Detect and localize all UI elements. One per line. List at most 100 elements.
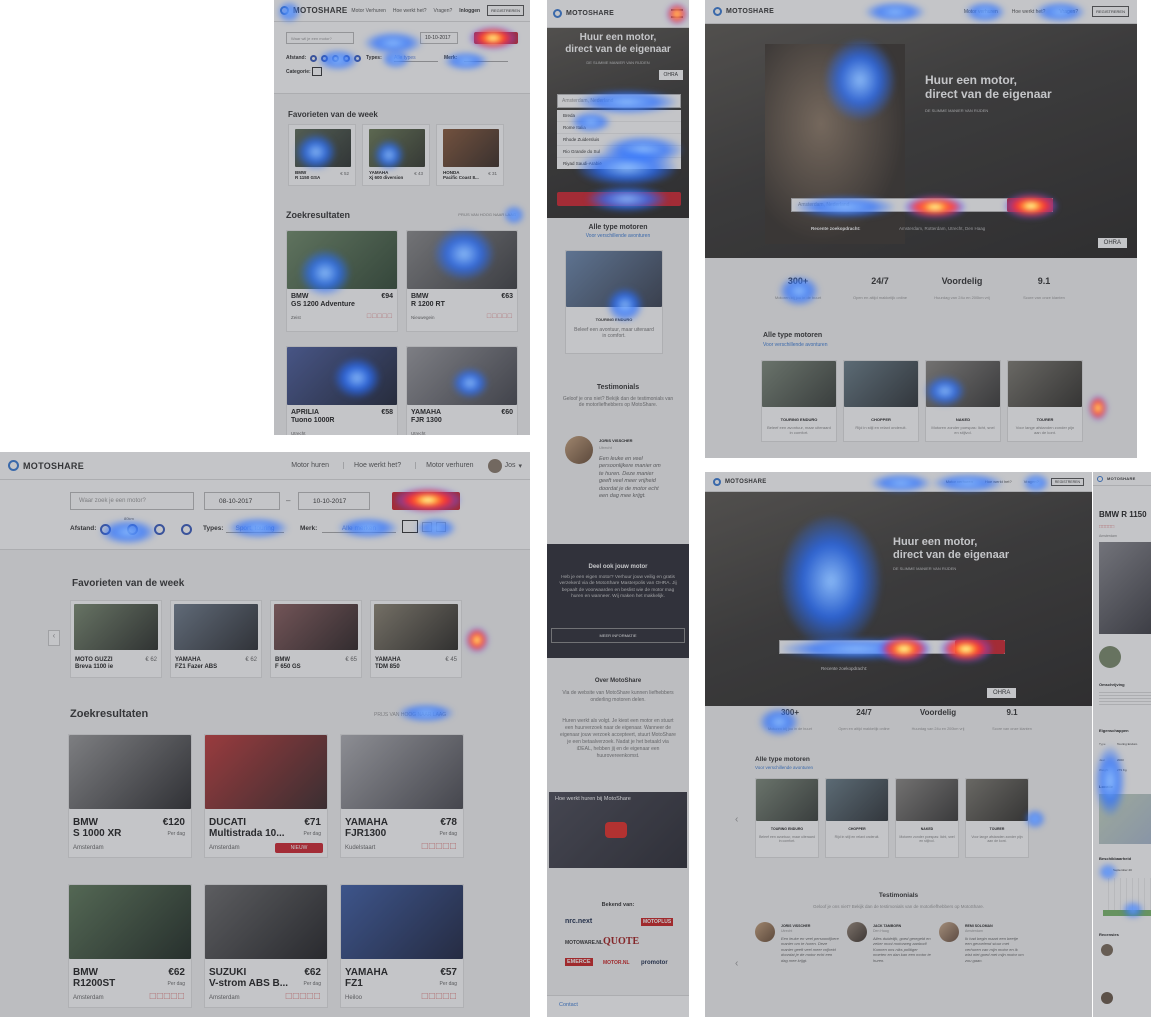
search-button[interactable] bbox=[955, 640, 1005, 654]
search-input[interactable]: Waar wil je een motor? bbox=[286, 32, 354, 44]
chevron-left-icon[interactable]: ‹ bbox=[735, 958, 739, 969]
suggestion-item[interactable]: Rio Grande do Sul bbox=[557, 146, 681, 158]
favorite-card[interactable]: BMW F 650 GS € 65 bbox=[270, 600, 362, 678]
search-button[interactable] bbox=[1007, 198, 1053, 212]
search-input[interactable]: Amsterdam, Nederland bbox=[557, 94, 681, 108]
distance-stop[interactable] bbox=[343, 55, 350, 62]
result-card[interactable]: YAMAHA FJR1300 €78 Per dag Kudelstaart □… bbox=[340, 734, 464, 858]
type-card-touring-enduro[interactable]: TOURING ENDURO Beleef een avontuur, maar… bbox=[755, 778, 819, 858]
register-button[interactable]: REGISTREREN bbox=[1050, 477, 1084, 486]
nav-vragen[interactable]: Vragen? bbox=[1059, 8, 1079, 15]
nav-motor-huren[interactable]: Motor huren bbox=[291, 462, 330, 469]
nav-motor-verhuren[interactable]: Motor verhuren bbox=[963, 8, 998, 15]
logo[interactable]: MOTOSHARE bbox=[1097, 475, 1136, 482]
recent-value[interactable]: Amsterdam, Rotterdam, Utrecht, Den Haag bbox=[899, 226, 986, 231]
date-from-field[interactable]: 10-10-2017 bbox=[420, 32, 458, 44]
nav-inloggen[interactable]: Inloggen bbox=[459, 7, 481, 14]
more-info-button[interactable]: MEER INFORMATIE bbox=[551, 628, 685, 643]
suggestion-item[interactable]: Rhode Zuidersluis bbox=[557, 134, 681, 146]
search-button[interactable] bbox=[557, 192, 681, 206]
nav-motor-verhuren[interactable]: Motor verhuren bbox=[945, 479, 973, 484]
nav-vragen[interactable]: Vragen? bbox=[433, 7, 453, 14]
sort-dropdown[interactable]: PRIJS VAN HOOG NAAR LAAG bbox=[458, 212, 516, 217]
favorite-card[interactable]: HONDA Pacific Coast 8... € 31 bbox=[436, 124, 504, 186]
distance-stop[interactable] bbox=[332, 55, 339, 62]
result-card[interactable]: BMW S 1000 XR €120 Per dag Amsterdam bbox=[68, 734, 192, 858]
distance-stop[interactable] bbox=[100, 524, 111, 535]
nav-motor-verhuren[interactable]: Motor verhuren bbox=[415, 462, 474, 469]
search-button[interactable] bbox=[392, 492, 460, 510]
category-toggle[interactable] bbox=[436, 522, 446, 532]
chevron-left-icon[interactable]: ‹ bbox=[735, 814, 739, 825]
type-card-tourer[interactable]: TOURER Voor lange afstanden zonder pijn … bbox=[1007, 360, 1083, 442]
chevron-left-icon[interactable]: ‹ bbox=[48, 630, 60, 646]
result-card[interactable]: BMW GS 1200 Adventure €94 Zeist □□□□□ bbox=[286, 230, 398, 332]
brand-select[interactable]: Alle merken bbox=[322, 525, 396, 533]
logo[interactable]: MOTOSHARE bbox=[713, 7, 774, 16]
nav-vragen[interactable]: Vragen? bbox=[1023, 479, 1039, 484]
suggestion-item[interactable]: Riyad Saudi-Arabië bbox=[563, 161, 602, 166]
result-card[interactable]: YAMAHA FJR 1300 €60 Utrecht bbox=[406, 346, 518, 435]
contact-link[interactable]: Contact bbox=[559, 1002, 578, 1008]
nav-hoe-werkt-het[interactable]: Hoe werkt het? bbox=[343, 462, 401, 469]
search-button[interactable] bbox=[474, 32, 518, 44]
distance-stop[interactable] bbox=[354, 55, 361, 62]
type-card-touring-enduro[interactable]: TOURING ENDURO Beleef een avontuur, maar… bbox=[761, 360, 837, 442]
category-toggle[interactable] bbox=[402, 520, 418, 533]
available-days[interactable] bbox=[1103, 910, 1151, 916]
result-card[interactable]: BMW R 1200 RT €63 Nieuwegein □□□□□ bbox=[406, 230, 518, 332]
result-card[interactable]: DUCATI Multistrada 10... €71 Per dag Ams… bbox=[204, 734, 328, 858]
type-card-chopper[interactable]: CHOPPER Rijd in stijl en relaxt onderuit… bbox=[843, 360, 919, 442]
distance-stop[interactable] bbox=[321, 55, 328, 62]
result-card[interactable]: YAMAHA FZ1 €57 Per dag Heiloo □□□□□ bbox=[340, 884, 464, 1008]
register-button[interactable]: REGISTREREN bbox=[487, 5, 524, 16]
play-icon[interactable] bbox=[605, 822, 627, 838]
location-map[interactable] bbox=[1099, 794, 1151, 844]
distance-stop-selected[interactable] bbox=[127, 524, 138, 535]
logo[interactable]: MOTOSHARE bbox=[280, 6, 348, 15]
nav-hoe-werkt-het[interactable]: Hoe werkt het? bbox=[984, 479, 1012, 484]
suggestion-item[interactable]: Rome Italia bbox=[557, 122, 681, 134]
nav-hoe-werkt-het[interactable]: Hoe werkt het? bbox=[392, 7, 427, 14]
menu-icon[interactable] bbox=[671, 9, 683, 18]
distance-stop[interactable] bbox=[154, 524, 165, 535]
motorcycle-photo bbox=[844, 361, 918, 407]
favorite-card[interactable]: YAMAHA FZ1 Fazer ABS € 62 bbox=[170, 600, 262, 678]
type-card-naked[interactable]: NAKED Motoren zonder poespas: licht, sne… bbox=[895, 778, 959, 858]
logo[interactable]: MOTOSHARE bbox=[553, 9, 614, 18]
type-card-tourer[interactable]: TOURER Voor lange afstanden zonder pijn … bbox=[965, 778, 1029, 858]
distance-slider[interactable] bbox=[100, 523, 192, 535]
nav-hoe-werkt-het[interactable]: Hoe werkt het? bbox=[1011, 8, 1046, 15]
rider-photo bbox=[765, 44, 905, 244]
share-text: Heb je een eigen motor? Verhuur jouw vei… bbox=[559, 575, 677, 600]
date-to-field[interactable]: 10-10-2017 bbox=[298, 492, 370, 510]
distance-slider[interactable] bbox=[310, 55, 361, 62]
result-card[interactable]: SUZUKI V-strom ABS B... €62 Per dag Amst… bbox=[204, 884, 328, 1008]
user-menu[interactable]: Jos ▾ bbox=[487, 458, 522, 473]
nav-motor-verhuren[interactable]: Motor Verhuren bbox=[351, 7, 386, 14]
result-card[interactable]: BMW R1200ST €62 Per dag Amsterdam □□□□□ bbox=[68, 884, 192, 1008]
register-button[interactable]: REGISTREREN bbox=[1092, 6, 1129, 17]
date-from-field[interactable]: 08-10-2017 bbox=[204, 492, 280, 510]
category-toggle[interactable] bbox=[312, 67, 322, 76]
suggestion-item[interactable]: Breda bbox=[557, 110, 681, 122]
favorite-card[interactable]: YAMAHA TDM 850 € 45 bbox=[370, 600, 462, 678]
favorite-card[interactable]: BMW R 1150 GSA € 52 bbox=[288, 124, 356, 186]
type-card-chopper[interactable]: CHOPPER Rijd in stijl en relaxt onderuit… bbox=[825, 778, 889, 858]
favorite-card[interactable]: YAMAHA Xj 600 diversion € 43 bbox=[362, 124, 430, 186]
result-card[interactable]: APRILIA Tuono 1000R €58 Utrecht bbox=[286, 346, 398, 435]
types-select[interactable]: Sport, touring bbox=[226, 525, 284, 533]
search-input[interactable]: Waar zoek je een motor? bbox=[70, 492, 194, 510]
type-card-naked[interactable]: NAKED Motoren zonder poespas: licht, sne… bbox=[925, 360, 1001, 442]
sort-dropdown[interactable]: PRIJS VAN HOOG NAAR LAAG bbox=[374, 712, 447, 718]
type-card[interactable]: TOURING ENDURO Beleef een avontuur, maar… bbox=[565, 250, 663, 354]
types-select[interactable]: Alle types bbox=[394, 55, 438, 62]
distance-stop[interactable] bbox=[181, 524, 192, 535]
category-toggle[interactable] bbox=[422, 522, 432, 532]
favorite-card[interactable]: MOTO GUZZI Breva 1100 ie € 62 bbox=[70, 600, 162, 678]
logo[interactable]: MOTOSHARE bbox=[713, 477, 767, 486]
logo[interactable]: MOTOSHARE bbox=[8, 460, 84, 471]
brand-select[interactable] bbox=[464, 61, 508, 62]
distance-stop[interactable] bbox=[310, 55, 317, 62]
video-player[interactable]: Hoe werkt huren bij MotoShare bbox=[549, 792, 687, 868]
